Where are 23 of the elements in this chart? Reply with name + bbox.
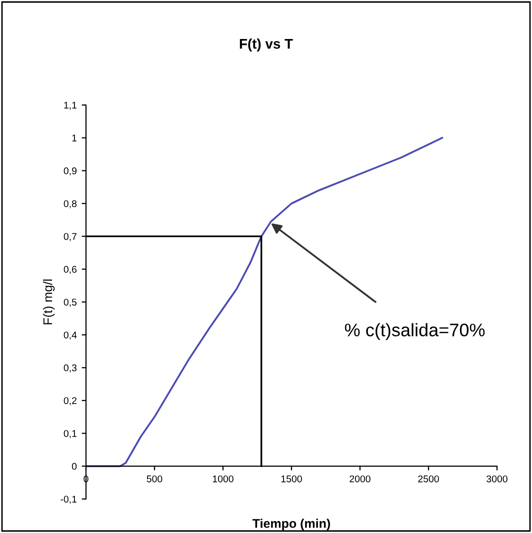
y-tick-label: 0,5: [64, 298, 77, 307]
x-tick-label: 500: [146, 475, 162, 482]
y-tick-label: 0,6: [64, 266, 77, 274]
y-axis-title: F(t) mg/l: [43, 280, 55, 324]
y-tick-label: 1,1: [64, 102, 76, 110]
y-tick-label: 0,1: [64, 430, 76, 438]
annotation: % c(t)salida=70%: [344, 323, 485, 340]
y-tick-label: 0: [72, 462, 77, 470]
x-tick-label: 1500: [281, 475, 302, 482]
chart-title: F(t) vs T: [240, 38, 293, 52]
y-tick-label: 0,8: [64, 200, 77, 208]
y-tick-label: 0,9: [64, 167, 77, 176]
x-tick-label: 2500: [418, 475, 439, 482]
y-tick-label: 1: [72, 134, 76, 142]
x-axis-title: Tiempo (min): [252, 518, 330, 530]
y-tick-label: 0,2: [64, 397, 76, 406]
x-tick-label: 2000: [350, 475, 370, 482]
y-tick-label: 0,7: [64, 233, 76, 242]
y-tick-label: 0,3: [64, 364, 77, 372]
x-tick-label: 1000: [212, 475, 234, 482]
y-tick-label: -0,1: [60, 496, 76, 504]
y-tick-label: 0,4: [64, 332, 77, 340]
x-tick-label: 3000: [486, 475, 508, 482]
